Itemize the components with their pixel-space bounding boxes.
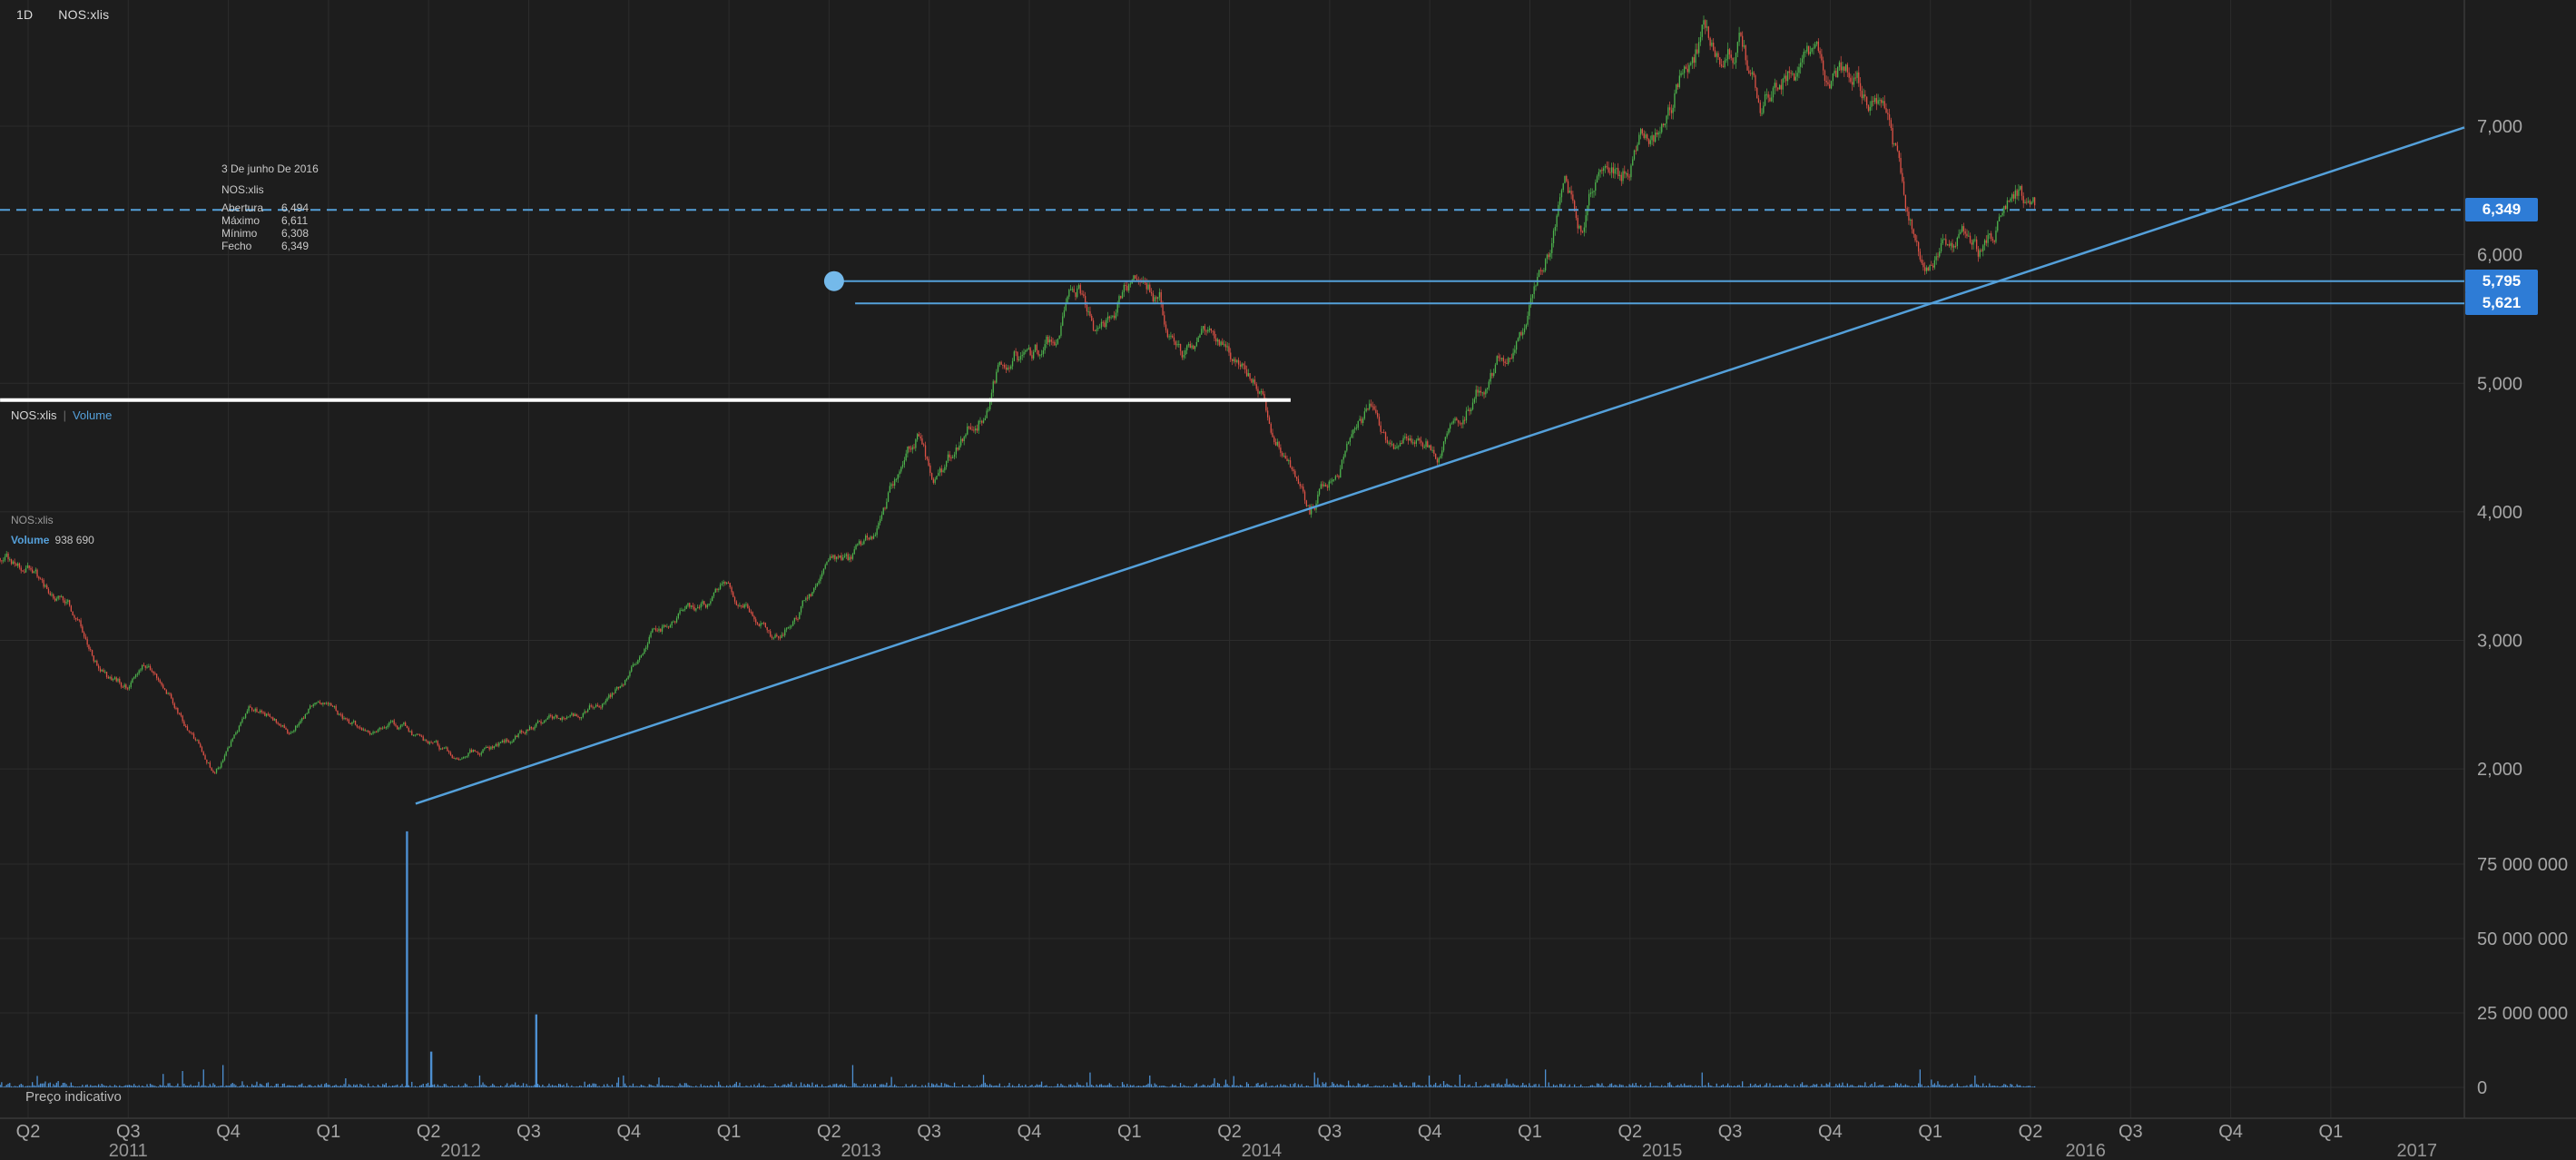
close-label: Fecho <box>221 240 252 252</box>
svg-text:Q3: Q3 <box>917 1122 941 1142</box>
pane-legend: NOS:xlis | Volume <box>11 408 112 422</box>
svg-text:2013: 2013 <box>841 1141 881 1160</box>
volume-bars <box>0 831 2036 1087</box>
svg-text:2,000: 2,000 <box>2477 760 2522 780</box>
price-badge-5795: 5,795 <box>2465 270 2538 293</box>
chart-drawings <box>0 126 2465 805</box>
svg-text:Q3: Q3 <box>2119 1122 2143 1142</box>
svg-text:Q2: Q2 <box>817 1122 841 1142</box>
svg-text:Q3: Q3 <box>1318 1122 1342 1142</box>
svg-text:Q4: Q4 <box>1818 1122 1843 1142</box>
svg-text:Q2: Q2 <box>1217 1122 1242 1142</box>
volume-legend-symbol: NOS:xlis <box>11 514 54 526</box>
svg-text:2016: 2016 <box>2065 1141 2106 1160</box>
tooltip-symbol: NOS:xlis <box>221 183 264 196</box>
svg-text:Q2: Q2 <box>1617 1122 1642 1142</box>
tooltip-open-row: Abertura 6,494 <box>221 202 319 214</box>
svg-text:Q4: Q4 <box>216 1122 241 1142</box>
pane-legend-symbol: NOS:xlis <box>11 408 57 422</box>
svg-text:Q4: Q4 <box>2218 1122 2243 1142</box>
svg-text:6,000: 6,000 <box>2477 246 2522 266</box>
grid-lines <box>0 0 2576 1119</box>
tooltip-date: 3 De junho De 2016 <box>221 162 319 175</box>
open-value: 6,494 <box>281 202 310 214</box>
ohlc-tooltip: 3 De junho De 2016 NOS:xlis Abertura 6,4… <box>221 163 319 253</box>
svg-text:Q1: Q1 <box>317 1122 341 1142</box>
pane-legend-separator: | <box>63 408 66 422</box>
tooltip-close-row: Fecho 6,349 <box>221 241 319 252</box>
svg-text:4,000: 4,000 <box>2477 503 2522 523</box>
tooltip-low-row: Mínimo 6,308 <box>221 228 319 240</box>
volume-legend-value: 938 690 <box>54 534 94 546</box>
line-drag-handle[interactable] <box>823 270 844 291</box>
svg-text:Q2: Q2 <box>417 1122 441 1142</box>
open-label: Abertura <box>221 202 264 214</box>
svg-text:Q4: Q4 <box>1418 1122 1442 1142</box>
axis-labels: 7,000 6,000 5,000 4,000 3,000 2,000 75 000 000… <box>16 117 2568 1160</box>
svg-text:Q3: Q3 <box>516 1122 541 1142</box>
timeframe-label: 1D <box>16 7 34 22</box>
svg-text:0: 0 <box>2477 1078 2487 1098</box>
svg-text:Q3: Q3 <box>116 1122 141 1142</box>
price-badge-5621: 5,621 <box>2465 291 2538 315</box>
svg-text:Q2: Q2 <box>16 1122 41 1142</box>
svg-text:2015: 2015 <box>1642 1141 1683 1160</box>
svg-text:2017: 2017 <box>2397 1141 2438 1160</box>
svg-text:Q1: Q1 <box>2319 1122 2344 1142</box>
svg-text:2011: 2011 <box>109 1141 148 1160</box>
svg-text:75 000 000: 75 000 000 <box>2477 855 2568 875</box>
price-badge-current: 6,349 <box>2465 198 2538 221</box>
svg-text:Q2: Q2 <box>2019 1122 2043 1142</box>
close-value: 6,349 <box>281 240 310 252</box>
volume-legend-label[interactable]: Volume <box>11 534 50 546</box>
svg-text:7,000: 7,000 <box>2477 117 2522 137</box>
chart-header: 1D NOS:xlis <box>16 7 109 22</box>
svg-text:2014: 2014 <box>1242 1141 1283 1160</box>
svg-text:Q3: Q3 <box>1718 1122 1743 1142</box>
svg-text:2012: 2012 <box>440 1141 481 1160</box>
low-label: Mínimo <box>221 227 258 240</box>
svg-text:Q4: Q4 <box>616 1122 641 1142</box>
low-value: 6,308 <box>281 227 310 240</box>
svg-text:Q1: Q1 <box>1117 1122 1142 1142</box>
high-label: Máximo <box>221 214 261 227</box>
tooltip-high-row: Máximo 6,611 <box>221 215 319 227</box>
svg-text:5,000: 5,000 <box>2477 374 2522 394</box>
svg-text:25 000 000: 25 000 000 <box>2477 1004 2568 1024</box>
high-value: 6,611 <box>281 214 309 227</box>
svg-text:Q4: Q4 <box>1018 1122 1042 1142</box>
pane-legend-volume-item[interactable]: Volume <box>72 408 113 422</box>
svg-text:3,000: 3,000 <box>2477 632 2522 652</box>
svg-text:50 000 000: 50 000 000 <box>2477 929 2568 949</box>
trend-line[interactable] <box>415 126 2465 805</box>
price-indicative-note: Preço indicativo <box>25 1089 122 1105</box>
candlesticks <box>0 15 2036 774</box>
svg-text:Q1: Q1 <box>1518 1122 1542 1142</box>
symbol-label: NOS:xlis <box>58 7 110 22</box>
volume-legend: NOS:xlis Volume 938 690 <box>11 510 94 550</box>
svg-text:Q1: Q1 <box>1918 1122 1942 1142</box>
svg-text:Q1: Q1 <box>717 1122 742 1142</box>
